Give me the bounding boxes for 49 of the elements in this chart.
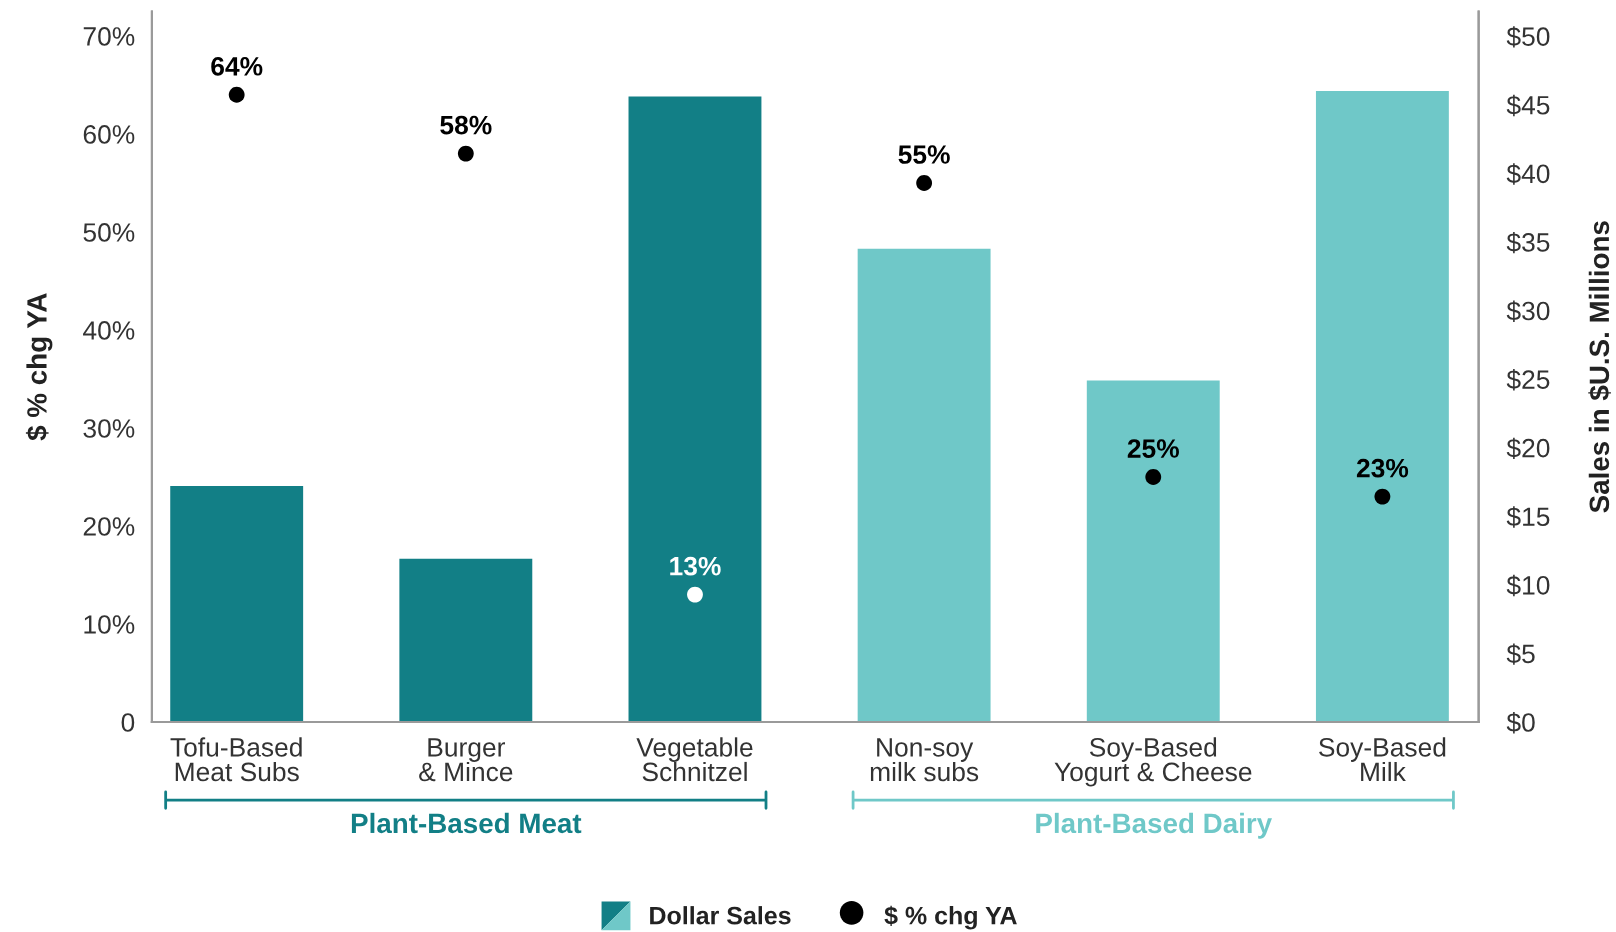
data-label: 13% (670, 556, 721, 576)
y2-tick-label: $15 (1506, 506, 1550, 528)
text: Plant-Based Meat (351, 812, 582, 834)
y2-tick-label: $5 (1506, 643, 1535, 665)
y2-tick-label: $45 (1506, 94, 1550, 117)
y2-tick-label: $40 (1506, 163, 1550, 185)
y-tick-label: 20% (83, 517, 135, 536)
bar (628, 96, 762, 723)
data-label: 64% (211, 56, 263, 76)
point (916, 175, 933, 191)
x-tick-label: Burger & Mince (419, 738, 513, 782)
point (457, 145, 474, 162)
y-tick-label: 30% (83, 419, 135, 438)
bar (1086, 380, 1220, 723)
text: Plant-Based Dairy (1036, 812, 1272, 839)
x-tick-label: Vegetable Schnitzel (636, 737, 753, 782)
bar (170, 486, 304, 723)
point (1374, 488, 1391, 505)
y-tick-label: 50% (83, 223, 135, 242)
y-tick-label: 0 (121, 713, 135, 732)
bar (399, 558, 533, 723)
y2-axis-title: Sales in $U.S. Millions (1588, 221, 1611, 513)
y2-tick-label: $30 (1506, 300, 1550, 322)
y2-tick-label: $35 (1506, 231, 1550, 254)
data-label: 58% (440, 115, 492, 135)
point (1145, 469, 1162, 485)
data-label: 55% (898, 145, 950, 164)
y-tick-label: 40% (83, 321, 135, 340)
y-tick-label: 10% (84, 615, 135, 634)
x-tick-label: Soy-Based Yogurt & Cheese (1054, 737, 1252, 787)
x-tick-label: Soy-Based Milk (1319, 737, 1446, 782)
y2-tick-label: $20 (1506, 437, 1550, 460)
data-label: 23% (1356, 458, 1409, 478)
y2-tick-label: $0 (1506, 712, 1535, 734)
y2-tick-label: $25 (1506, 369, 1550, 391)
point (228, 86, 245, 103)
data-label: 25% (1127, 439, 1179, 458)
y2-tick-label: $10 (1506, 574, 1550, 597)
y-tick-label: 60% (83, 125, 135, 144)
bar (1315, 91, 1449, 723)
y-tick-label: 70% (83, 27, 135, 46)
x-tick-label: Non-soy milk subs (870, 738, 979, 782)
point (687, 586, 703, 603)
x-tick-label: Tofu-Based Meat Subs (170, 737, 302, 782)
legend-label: Dollar Sales (650, 906, 791, 925)
y-axis-title: $ % chg YA (25, 293, 53, 441)
bar (857, 248, 991, 723)
legend-label: $ % chg YA (884, 905, 1017, 930)
y2-tick-label: $50 (1506, 26, 1550, 48)
